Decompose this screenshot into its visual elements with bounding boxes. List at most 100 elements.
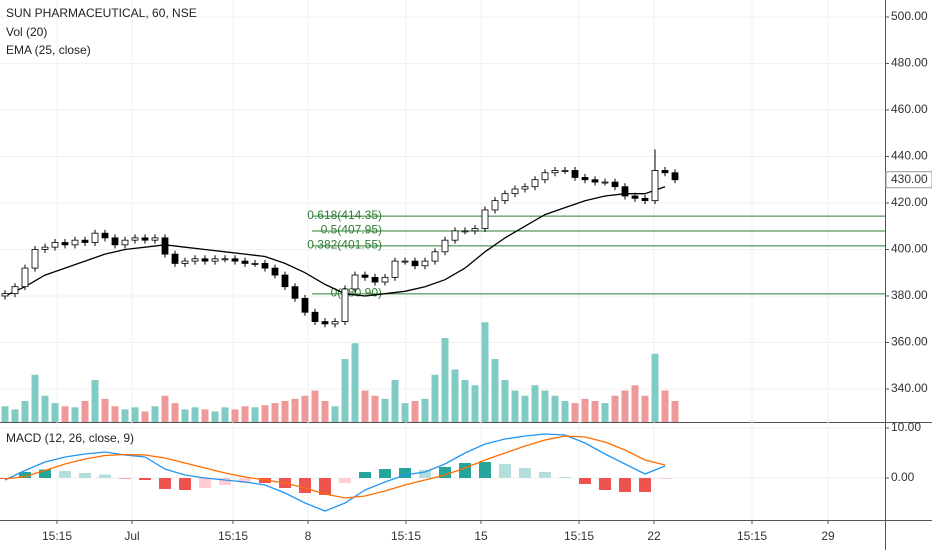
volume-bar (351, 343, 359, 422)
candle-body (101, 232, 109, 239)
macd-histogram-bar (199, 478, 211, 488)
candle-body (151, 237, 159, 241)
volume-bar (381, 398, 389, 422)
candle-body (131, 237, 139, 241)
volume-bar (81, 401, 89, 422)
candle-body (431, 251, 439, 262)
volume-bar (191, 407, 199, 422)
volume-bar (551, 395, 559, 422)
volume-bar (361, 390, 369, 422)
volume-bar (301, 395, 309, 422)
candle-body (621, 186, 629, 197)
candle-body (21, 267, 29, 288)
macd-histogram-bar (79, 473, 91, 478)
volume-bar (411, 401, 419, 422)
macd-histogram-bar (579, 478, 591, 484)
volume-bar (521, 395, 529, 422)
macd-histogram-bar (239, 478, 251, 483)
x-tick-label: 15:15 (218, 529, 248, 543)
candle-body (1, 293, 9, 297)
macd-line (4, 433, 666, 512)
volume-bar (211, 411, 219, 422)
candle-body (271, 267, 279, 276)
volume-bar (311, 390, 319, 422)
volume-bar (431, 374, 439, 422)
macd-histogram-bar (559, 477, 571, 478)
candle-body (411, 260, 419, 267)
candle-body (231, 258, 239, 262)
volume-bar (71, 407, 79, 422)
volume-bar (501, 380, 509, 422)
volume-bar (41, 395, 49, 422)
volume-bar (31, 374, 39, 422)
macd-histogram-bar (99, 474, 111, 478)
macd-line (4, 435, 666, 499)
x-tick-label: 22 (647, 529, 661, 543)
y-tick-label: 360.00 (891, 335, 928, 349)
volume-bar (611, 395, 619, 422)
y-tick-label: 380.00 (891, 288, 928, 302)
candle-body (261, 263, 269, 269)
y-tick-label: 10.00 (891, 420, 921, 434)
volume-bar (221, 407, 229, 422)
volume-bar (631, 385, 639, 422)
macd-histogram-bar (539, 472, 551, 478)
macd-histogram-bar (159, 478, 171, 489)
candle-body (571, 170, 579, 178)
candle-body (91, 232, 99, 243)
volume-bar (531, 385, 539, 422)
candle-body (461, 230, 469, 233)
candle-body (641, 197, 649, 202)
fib-label: 0.618(414.35) (307, 208, 382, 222)
candle-body (11, 286, 19, 295)
volume-bar (281, 401, 289, 422)
volume-bar (511, 390, 519, 422)
volume-bar (461, 380, 469, 422)
macd-histogram-bar (599, 478, 611, 490)
volume-bar (591, 401, 599, 422)
candle-body (561, 170, 569, 172)
volume-bar (141, 411, 149, 422)
candle-body (81, 239, 89, 243)
macd-histogram-bar (379, 469, 391, 478)
volume-bar (1, 406, 9, 422)
volume-bar (621, 390, 629, 422)
candle-body (111, 237, 119, 246)
candle-body (611, 181, 619, 188)
candle-body (291, 286, 299, 299)
x-tick-label: 15:15 (42, 529, 72, 543)
candle-body (281, 274, 289, 288)
candle-body (391, 260, 399, 278)
volume-bar (421, 398, 429, 422)
macd-histogram-bar (139, 478, 151, 480)
candle-body (211, 258, 219, 262)
volume-bar (241, 406, 249, 422)
candle-body (51, 242, 59, 248)
volume-bar (151, 406, 159, 422)
volume-bar (201, 409, 209, 422)
volume-bar (131, 407, 139, 422)
macd-histogram-bar (219, 478, 231, 485)
volume-bar (491, 359, 499, 422)
candle-body (161, 237, 169, 255)
volume-bar (441, 338, 449, 422)
candle-body (141, 237, 149, 241)
candle-body (171, 253, 179, 264)
volume-bar (371, 395, 379, 422)
macd-histogram-bar (619, 478, 631, 492)
candle-body (221, 258, 229, 261)
y-tick-label: 0.00 (891, 470, 915, 484)
chart-title: SUN PHARMACEUTICAL, 60, NSE (6, 6, 197, 20)
volume-bar (671, 401, 679, 422)
candle-body (251, 263, 259, 265)
volume-bar (481, 322, 489, 422)
candle-body (31, 249, 39, 269)
fib-label: 0.5(407.95) (321, 223, 382, 237)
macd-histogram-bar (659, 478, 671, 479)
x-tick-label: Jul (124, 529, 139, 543)
macd-histogram-bar (299, 478, 311, 493)
volume-bar (271, 403, 279, 422)
